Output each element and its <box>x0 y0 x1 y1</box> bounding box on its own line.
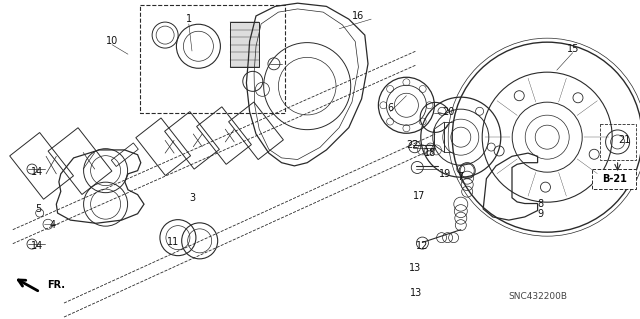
Text: 3: 3 <box>189 193 195 203</box>
Text: 5: 5 <box>35 204 42 214</box>
Bar <box>600 124 636 160</box>
Bar <box>230 22 259 67</box>
Text: 1: 1 <box>186 14 192 24</box>
Bar <box>140 5 285 113</box>
Text: 10: 10 <box>106 36 118 47</box>
Text: 13: 13 <box>408 263 421 273</box>
Text: 7: 7 <box>458 172 464 182</box>
Text: 20: 20 <box>442 107 454 117</box>
Text: 15: 15 <box>566 44 579 55</box>
Text: 13: 13 <box>410 288 422 299</box>
Bar <box>593 169 636 189</box>
Text: 16: 16 <box>352 11 365 21</box>
Text: 12: 12 <box>416 241 429 251</box>
Text: 11: 11 <box>166 237 179 248</box>
Text: 6: 6 <box>387 103 394 114</box>
Text: SNC432200B: SNC432200B <box>508 292 567 300</box>
Text: 21: 21 <box>618 135 630 145</box>
Text: B-21: B-21 <box>602 174 627 184</box>
Text: 14: 14 <box>31 167 44 177</box>
Text: 8: 8 <box>538 199 544 209</box>
Text: 17: 17 <box>413 191 426 201</box>
Text: 18: 18 <box>424 148 436 158</box>
Text: 22: 22 <box>406 140 419 150</box>
Text: 14: 14 <box>31 241 44 251</box>
Text: 4: 4 <box>49 220 56 230</box>
Text: FR.: FR. <box>47 280 65 290</box>
Text: 9: 9 <box>538 209 544 219</box>
Text: 19: 19 <box>438 169 451 179</box>
